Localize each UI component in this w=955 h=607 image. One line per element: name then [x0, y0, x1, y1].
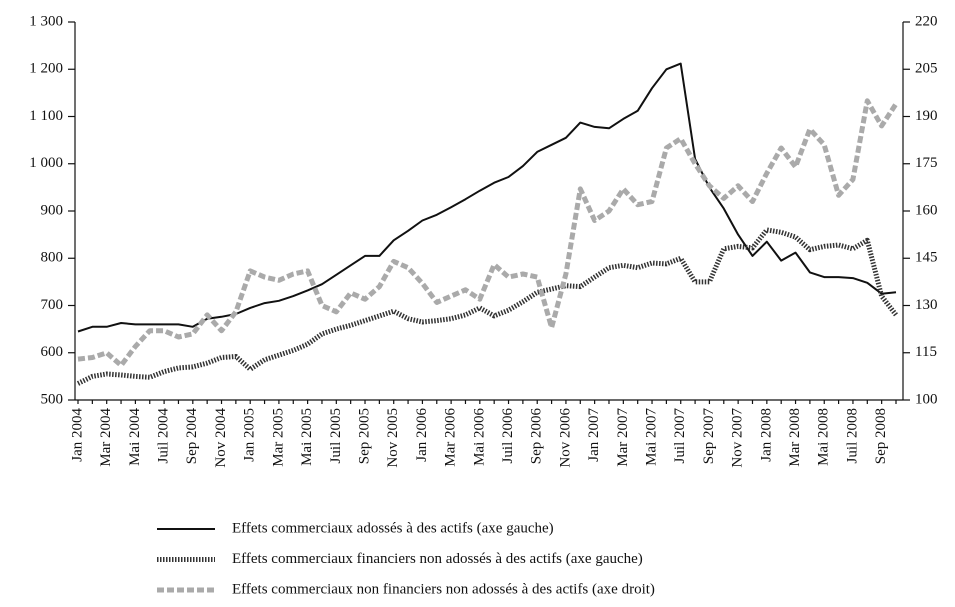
x-tick-label: Juil 2006: [500, 408, 516, 464]
y2-tick-label: 205: [915, 61, 938, 77]
x-tick-label: Mar 2007: [615, 408, 631, 467]
x-tick-label: Juil 2008: [844, 408, 860, 463]
x-tick-label: Mar 2004: [98, 408, 114, 467]
x-tick-label: Mai 2004: [127, 408, 143, 466]
x-tick-label: Jan 2007: [586, 408, 602, 462]
x-tick-label: Mar 2006: [443, 408, 459, 467]
y2-tick-label: 130: [915, 297, 938, 313]
x-tick-label: Sep 2005: [356, 408, 372, 464]
x-tick-label: Mai 2006: [471, 408, 487, 466]
legend-label: Effets commerciaux financiers non adossé…: [232, 551, 643, 567]
y2-tick-label: 175: [915, 155, 938, 171]
y-tick-label: 1 300: [29, 13, 63, 29]
y-tick-label: 1 200: [29, 61, 63, 77]
x-tick-label: Nov 2005: [385, 408, 401, 468]
x-tick-label: Jan 2004: [69, 408, 85, 462]
x-tick-label: Mai 2005: [299, 408, 315, 466]
legend-label: Effets commerciaux adossés à des actifs …: [232, 520, 554, 536]
x-tick-label: Sep 2006: [529, 408, 545, 465]
x-tick-label: Juil 2004: [156, 408, 172, 464]
x-tick-label: Jan 2006: [414, 408, 430, 462]
x-tick-label: Nov 2006: [557, 408, 573, 468]
x-tick-label: Juil 2007: [672, 408, 688, 464]
y-tick-label: 1 000: [29, 155, 63, 171]
series-line: [77, 98, 899, 368]
series-line: [77, 62, 897, 333]
x-tick-label: Mar 2008: [787, 408, 803, 467]
x-tick-label: Mar 2005: [270, 408, 286, 467]
y-tick-label: 800: [41, 250, 64, 266]
x-tick-label: Sep 2008: [873, 408, 889, 464]
y2-tick-label: 160: [915, 202, 938, 218]
y2-tick-label: 115: [915, 344, 937, 360]
x-tick-label: Juil 2005: [328, 408, 344, 463]
y2-tick-label: 220: [915, 13, 938, 29]
x-tick-label: Nov 2004: [213, 408, 229, 468]
y-tick-label: 500: [41, 391, 64, 407]
series-line: [76, 227, 898, 386]
x-tick-label: Sep 2004: [184, 408, 200, 465]
legend-label: Effets commerciaux non financiers non ad…: [232, 581, 655, 597]
x-tick-label: Nov 2007: [730, 408, 746, 468]
x-tick-label: Sep 2007: [701, 408, 717, 465]
y-tick-label: 600: [41, 344, 64, 360]
x-tick-label: Mai 2008: [816, 408, 832, 466]
x-tick-label: Mai 2007: [643, 408, 659, 466]
y2-tick-label: 190: [915, 108, 938, 124]
y-tick-label: 900: [41, 202, 64, 218]
x-tick-label: Jan 2005: [242, 408, 258, 462]
y2-tick-label: 145: [915, 250, 938, 266]
y2-tick-label: 100: [915, 391, 938, 407]
y-tick-label: 1 100: [29, 108, 63, 124]
x-tick-label: Jan 2008: [758, 408, 774, 462]
y-tick-label: 700: [41, 297, 64, 313]
